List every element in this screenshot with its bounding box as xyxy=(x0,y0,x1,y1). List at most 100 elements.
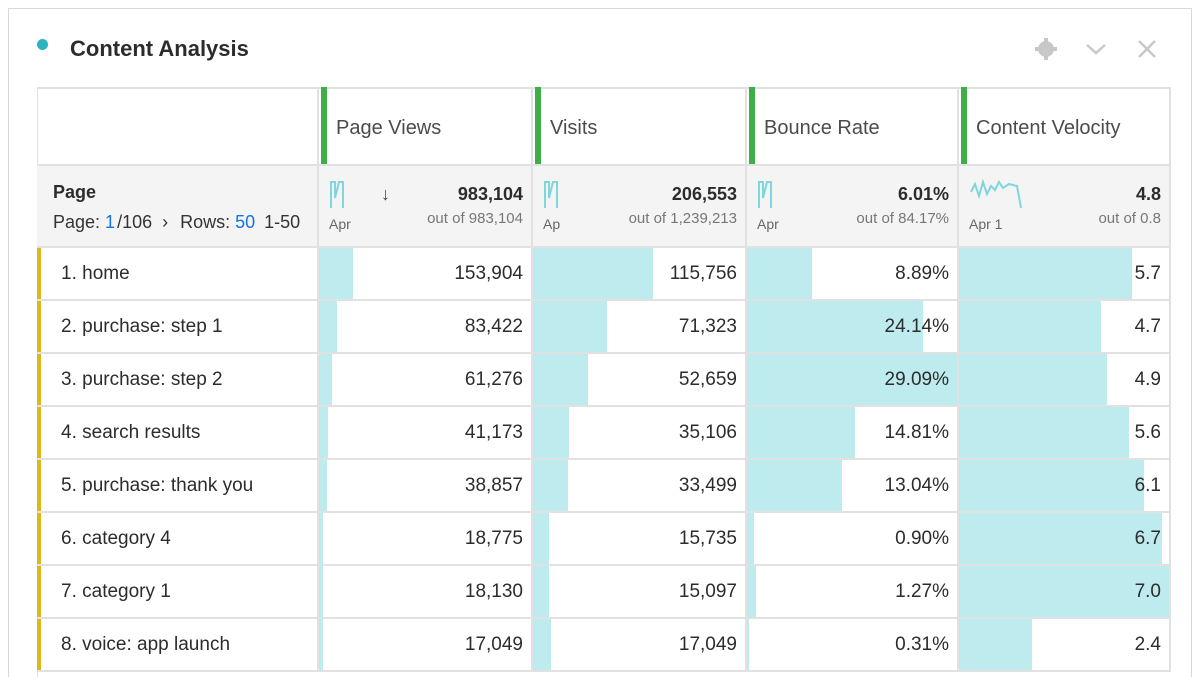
next-page[interactable]: › xyxy=(162,212,169,232)
metric-cell: 6.1 xyxy=(959,460,1171,513)
row-label-cell[interactable]: 3. purchase: step 2 xyxy=(37,354,319,407)
data-bar xyxy=(533,248,653,299)
data-bar xyxy=(533,407,570,458)
metric-cell: 15,097 xyxy=(533,566,747,619)
rows-count[interactable]: 50 xyxy=(235,212,256,232)
row-label-cell[interactable]: 6. category 4 xyxy=(37,513,319,566)
collapse-icon[interactable] xyxy=(1086,44,1106,55)
sparkline xyxy=(543,178,599,214)
row-label-cell[interactable]: 8. voice: app launch xyxy=(37,619,319,672)
metric-value: 17,049 xyxy=(464,634,523,655)
row-label-cell[interactable]: 5. purchase: thank you xyxy=(37,460,319,513)
row-label-cell[interactable]: 7. category 1 xyxy=(37,566,319,619)
column-handle xyxy=(961,87,967,164)
metric-cell: 5.7 xyxy=(959,248,1171,301)
metric-cell: 7.0 xyxy=(959,566,1171,619)
header-cell xyxy=(37,87,319,166)
metric-cell: 0.31% xyxy=(747,619,959,672)
metric-value: 15,735 xyxy=(678,528,737,549)
metric-value: 38,857 xyxy=(464,475,523,496)
column-header[interactable]: Page Views xyxy=(319,87,533,166)
column-title: Content Velocity xyxy=(976,117,1121,139)
column-header[interactable]: Bounce Rate xyxy=(747,87,959,166)
summary-value: 983,104 xyxy=(457,184,523,204)
metric-cell: 15,735 xyxy=(533,513,747,566)
metric-cell: 6.7 xyxy=(959,513,1171,566)
summary-out-of: out of 84.17% xyxy=(856,210,949,227)
row-label: 4. search results xyxy=(61,422,201,443)
data-bar xyxy=(959,460,1144,511)
page-number[interactable]: 1 xyxy=(105,212,116,232)
data-bar xyxy=(959,566,1169,617)
column-header[interactable]: Visits xyxy=(533,87,747,166)
data-bar xyxy=(319,619,323,670)
metric-value: 8.89% xyxy=(895,263,949,284)
row-range: 1-50 xyxy=(264,212,301,232)
summary-value: 6.01% xyxy=(897,184,949,204)
row-label: 1. home xyxy=(61,263,130,284)
sort-arrow[interactable]: ↓ xyxy=(381,184,390,204)
metric-cell: 33,499 xyxy=(533,460,747,513)
data-bar xyxy=(533,619,551,670)
metric-value: 6.7 xyxy=(1134,528,1161,549)
metric-value: 5.7 xyxy=(1134,263,1161,284)
metric-cell: 41,173 xyxy=(319,407,533,460)
panel xyxy=(8,8,1192,677)
metric-cell: 115,756 xyxy=(533,248,747,301)
metric-cell: 0.90% xyxy=(747,513,959,566)
metric-value: 6.1 xyxy=(1134,475,1161,496)
metric-cell: 18,775 xyxy=(319,513,533,566)
row-marker xyxy=(37,301,41,352)
data-bar xyxy=(747,619,750,670)
panel-title: Content Analysis xyxy=(70,36,249,61)
row-marker xyxy=(37,248,41,299)
row-label: 8. voice: app launch xyxy=(61,634,231,655)
data-bar xyxy=(747,566,757,617)
metric-value: 4.9 xyxy=(1134,369,1161,390)
data-bar xyxy=(959,407,1129,458)
metric-value: 61,276 xyxy=(464,369,523,390)
panel-controls xyxy=(1035,38,1156,60)
summary-value: 206,553 xyxy=(671,184,737,204)
metric-value: 13.04% xyxy=(884,475,949,496)
summary-out-of: out of 0.8 xyxy=(1098,210,1161,227)
metric-cell: 29.09% xyxy=(747,354,959,407)
data-bar xyxy=(959,248,1132,299)
pagination: Page: 1/106 › Rows: 50 1-50 xyxy=(53,212,300,233)
row-label-cell[interactable]: 1. home xyxy=(37,248,319,301)
metric-value: 5.6 xyxy=(1134,422,1161,443)
data-bar xyxy=(533,301,607,352)
metric-value: 52,659 xyxy=(678,369,737,390)
metric-cell: 61,276 xyxy=(319,354,533,407)
metric-value: 33,499 xyxy=(678,475,737,496)
metric-cell: 38,857 xyxy=(319,460,533,513)
data-bar xyxy=(319,301,338,352)
row-label: 6. category 4 xyxy=(61,528,171,549)
row-marker xyxy=(37,407,41,458)
data-bar xyxy=(533,513,550,564)
row-label-cell[interactable]: 2. purchase: step 1 xyxy=(37,301,319,354)
metric-cell: 35,106 xyxy=(533,407,747,460)
summary-cell: Apr 6.01% out of 84.17% xyxy=(747,166,959,248)
metric-cell: 5.6 xyxy=(959,407,1171,460)
data-bar xyxy=(319,460,328,511)
row-label: 5. purchase: thank you xyxy=(61,475,254,496)
metric-value: 29.09% xyxy=(884,369,949,390)
metric-value: 7.0 xyxy=(1134,581,1161,602)
row-label-cell[interactable]: 4. search results xyxy=(37,407,319,460)
metric-cell: 1.27% xyxy=(747,566,959,619)
row-marker xyxy=(37,354,41,405)
metric-cell: 13.04% xyxy=(747,460,959,513)
column-header[interactable]: Content Velocity xyxy=(959,87,1171,166)
sparkline-axis: Ap xyxy=(543,216,561,232)
metric-value: 18,775 xyxy=(464,528,523,549)
data-bar xyxy=(533,460,568,511)
summary-dimension: Page Page: 1/106 › Rows: 50 1-50 xyxy=(37,166,319,248)
settings-icon[interactable] xyxy=(1035,38,1057,60)
close-icon[interactable] xyxy=(1138,40,1156,58)
data-bar xyxy=(533,354,588,405)
row-label: 2. purchase: step 1 xyxy=(61,316,223,337)
sparkline xyxy=(329,178,385,214)
metric-cell: 2.4 xyxy=(959,619,1171,672)
